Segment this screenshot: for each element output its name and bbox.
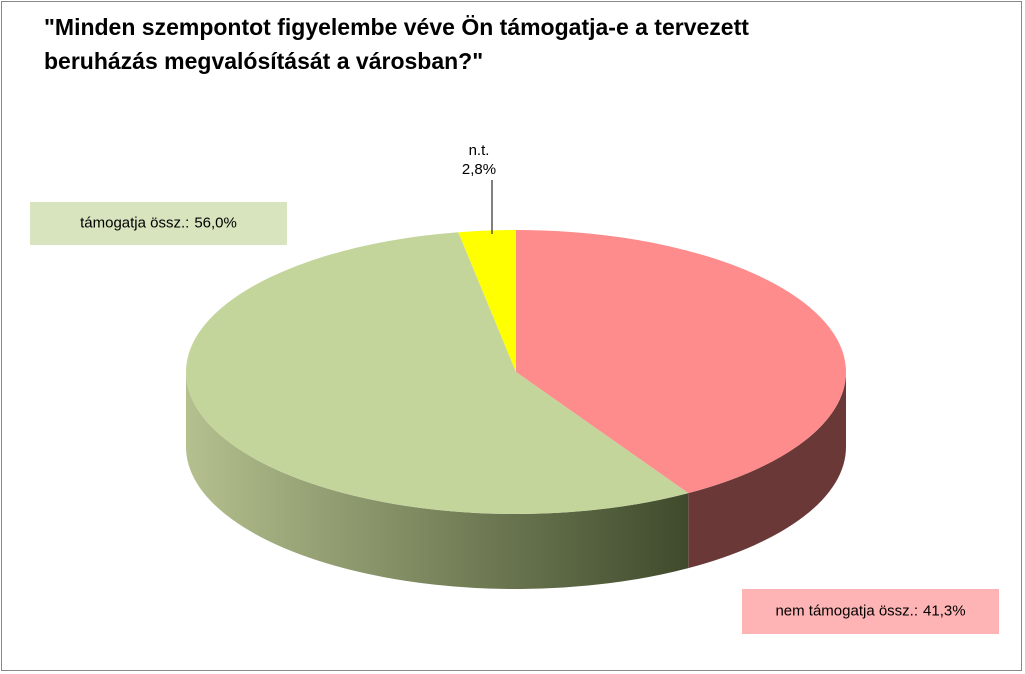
category-label: n.t. — [469, 142, 490, 159]
value-label: 2,8% — [462, 161, 496, 178]
label-box — [30, 202, 287, 245]
category-label: nem támogatja össz.: — [775, 602, 918, 619]
value-label: 56,0% — [194, 214, 237, 231]
slice — [516, 230, 846, 494]
label-box — [742, 589, 999, 634]
slice-side — [688, 372, 846, 569]
chart-title: "Minden szempontot figyelembe véve Ön tá… — [44, 14, 749, 74]
value-label: 41,3% — [923, 602, 966, 619]
data-label: támogatja össz.: 56,0% — [80, 214, 237, 231]
category-label: támogatja össz.: — [80, 214, 189, 231]
slice — [458, 230, 516, 372]
data-label: nem támogatja össz.: 41,3% — [775, 602, 965, 619]
slice-side — [185, 372, 689, 590]
slice — [185, 232, 689, 514]
